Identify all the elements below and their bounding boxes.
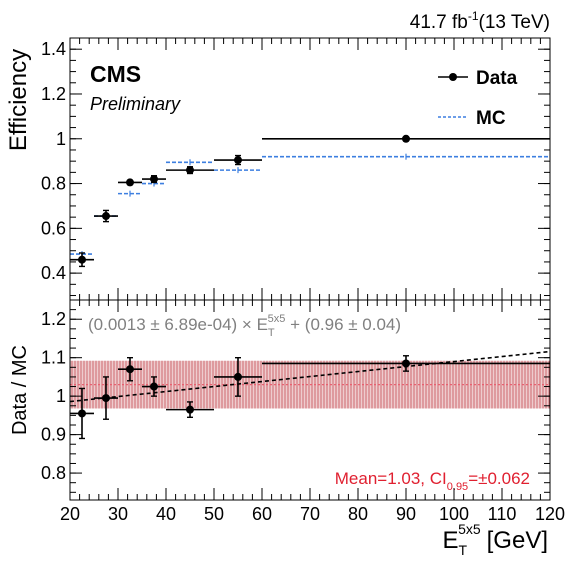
efficiency-marks [70, 134, 550, 268]
ratio-ytick-label: 0.9 [41, 425, 66, 445]
legend-mc-label: MC [476, 108, 506, 129]
xtick-label: 20 [60, 504, 80, 524]
data-point [102, 212, 110, 221]
ratio-ytick-label: 1.2 [41, 309, 66, 329]
xtick-label: 90 [396, 504, 416, 524]
ratio-point [150, 382, 158, 391]
ratio-ytick-label: 0.8 [41, 463, 66, 483]
status-label: Preliminary [90, 94, 181, 114]
ratio-point [102, 394, 110, 403]
efficiency-ytick-label: 1 [56, 129, 66, 149]
efficiency-ytick-label: 0.8 [41, 174, 66, 194]
ratio-point [234, 372, 242, 381]
fit-formula: (0.0013 ± 6.89e-04) × ET5x5 + (0.96 ± 0.… [88, 313, 401, 339]
data-point [78, 255, 86, 264]
ratio-point [78, 409, 86, 418]
xtick-label: 50 [204, 504, 224, 524]
efficiency-axis-title: Efficiency [5, 49, 32, 151]
legend-data-marker [449, 73, 457, 81]
x-axis-title: ET5x5 [GeV] [442, 521, 548, 556]
ratio-point [126, 365, 134, 374]
xtick-label: 80 [348, 504, 368, 524]
experiment-label: CMS [90, 61, 141, 87]
data-point [402, 134, 410, 143]
ratio-ytick-label: 1.1 [41, 348, 66, 368]
efficiency-ytick-label: 0.4 [41, 263, 66, 283]
xtick-label: 120 [535, 504, 565, 524]
ratio-axis-title: Data / MC [9, 345, 31, 435]
xtick-label: 40 [156, 504, 176, 524]
ratio-marks [69, 350, 551, 440]
xtick-label: 60 [252, 504, 272, 524]
legend: Data MC [438, 68, 518, 129]
xtick-label: 110 [488, 504, 517, 524]
lumi-label: 41.7 fb-1(13 TeV) [410, 9, 550, 33]
efficiency-ytick-label: 1.2 [41, 84, 66, 104]
efficiency-ytick-label: 1.4 [41, 39, 66, 59]
efficiency-ytick-label: 0.6 [41, 218, 66, 238]
fit-line [69, 350, 551, 403]
data-point [234, 156, 242, 165]
band-summary-label: Mean=1.03, CI0.95=±0.062 [335, 469, 530, 493]
data-point [126, 178, 134, 187]
data-point [150, 175, 158, 184]
data-point [186, 166, 194, 175]
xtick-label: 30 [108, 504, 128, 524]
ratio-point [402, 359, 410, 368]
ratio-point [186, 405, 194, 414]
ratio-ytick-label: 1 [56, 386, 66, 406]
xtick-label: 100 [439, 504, 469, 524]
legend-data-label: Data [476, 68, 518, 89]
xtick-label: 70 [300, 504, 320, 524]
efficiency-panel [70, 38, 550, 300]
